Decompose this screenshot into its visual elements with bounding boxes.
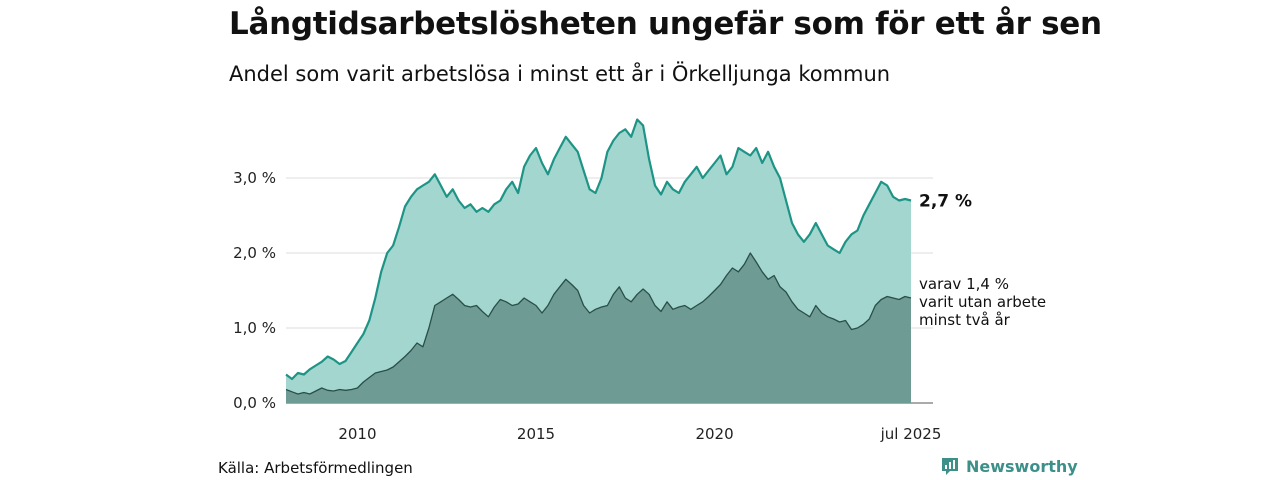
chart-subtitle: Andel som varit arbetslösa i minst ett å… xyxy=(229,62,891,86)
y-tick-label: 0,0 % xyxy=(233,394,276,412)
brand-logo[interactable]: Newsworthy xyxy=(940,456,1078,476)
area-fill-min2 xyxy=(286,253,911,403)
x-tick-label: 2015 xyxy=(517,425,555,443)
end-label-very-long-term: varit utan arbete xyxy=(919,293,1046,311)
x-tick-label: jul 2025 xyxy=(880,425,942,443)
end-label-long-term: 2,7 % xyxy=(919,192,972,212)
area-series xyxy=(285,118,912,403)
y-tick-label: 1,0 % xyxy=(233,319,276,337)
end-label-very-long-term: varav 1,4 % xyxy=(919,275,1009,293)
y-axis: 0,0 % 1,0 % 2,0 % 3,0 % xyxy=(233,169,276,412)
x-axis: 2010 2015 2020 jul 2025 xyxy=(338,425,941,443)
end-label-very-long-term: minst två år xyxy=(919,311,1011,329)
y-tick-label: 3,0 % xyxy=(233,169,276,187)
series-line-min2 xyxy=(285,252,912,395)
y-tick-label: 2,0 % xyxy=(233,244,276,262)
newsworthy-logo-icon xyxy=(942,458,958,475)
x-tick-label: 2010 xyxy=(338,425,376,443)
series-line-min1 xyxy=(285,118,912,381)
x-tick-label: 2020 xyxy=(695,425,733,443)
source-note: Källa: Arbetsförmedlingen xyxy=(218,459,413,477)
brand-name: Newsworthy xyxy=(966,456,1078,476)
chart-title: Långtidsarbetslösheten ungefär som för e… xyxy=(229,6,1102,42)
